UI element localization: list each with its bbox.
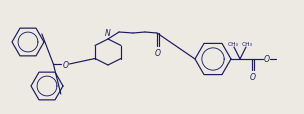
Text: O: O: [250, 72, 256, 81]
Text: N: N: [105, 29, 111, 38]
Text: O: O: [62, 60, 68, 69]
Text: O: O: [155, 48, 161, 57]
Text: CH₃: CH₃: [227, 41, 239, 46]
Text: CH₃: CH₃: [241, 41, 253, 46]
Text: O: O: [264, 55, 270, 64]
